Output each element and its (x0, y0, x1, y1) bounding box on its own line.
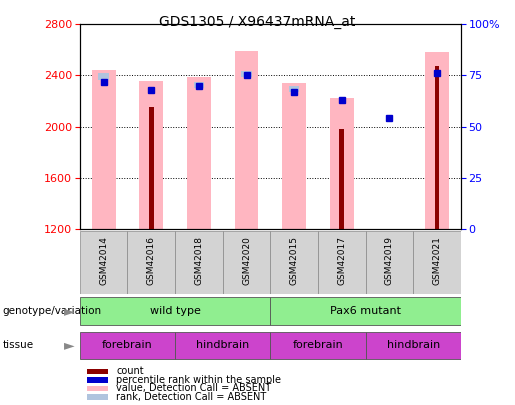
Text: hindbrain: hindbrain (196, 340, 249, 350)
Bar (80, 231, 128, 294)
Text: GDS1305 / X96437mRNA_at: GDS1305 / X96437mRNA_at (159, 15, 356, 30)
Text: rank, Detection Call = ABSENT: rank, Detection Call = ABSENT (116, 392, 266, 402)
Text: GSM42016: GSM42016 (147, 237, 156, 286)
Text: tissue: tissue (3, 340, 33, 350)
Text: forebrain: forebrain (102, 340, 153, 350)
Bar (92, 70, 115, 229)
Bar (289, 86, 299, 92)
Bar (128, 231, 175, 294)
Text: wild type: wild type (150, 306, 200, 316)
Bar (413, 231, 461, 294)
Text: value, Detection Call = ABSENT: value, Detection Call = ABSENT (116, 384, 271, 393)
Text: GSM42019: GSM42019 (385, 237, 394, 286)
Bar (80, 332, 175, 359)
Bar (88, 386, 108, 391)
Bar (270, 332, 366, 359)
Text: genotype/variation: genotype/variation (3, 306, 101, 316)
Bar (88, 377, 108, 383)
Bar (242, 71, 252, 77)
Bar (194, 81, 204, 88)
Bar (140, 81, 163, 229)
Bar (330, 98, 354, 229)
Bar (339, 129, 344, 229)
Bar (222, 231, 270, 294)
Text: GSM42015: GSM42015 (290, 237, 299, 286)
Bar (98, 73, 109, 79)
Bar (88, 394, 108, 399)
Bar (175, 231, 222, 294)
Text: GSM42021: GSM42021 (433, 237, 441, 286)
Text: GSM42014: GSM42014 (99, 237, 108, 286)
Bar (366, 231, 413, 294)
Bar (270, 297, 461, 324)
Bar (175, 332, 270, 359)
Bar (366, 332, 461, 359)
Text: GSM42017: GSM42017 (337, 237, 346, 286)
Bar (435, 66, 439, 229)
Bar (318, 231, 366, 294)
Bar (187, 77, 211, 229)
Bar (80, 297, 270, 324)
Text: hindbrain: hindbrain (387, 340, 440, 350)
Text: count: count (116, 367, 144, 376)
Bar (282, 83, 306, 229)
Text: GSM42018: GSM42018 (195, 237, 203, 286)
Text: GSM42020: GSM42020 (242, 237, 251, 286)
Bar (270, 231, 318, 294)
Bar (425, 52, 449, 229)
Bar (149, 107, 153, 229)
Text: ►: ► (64, 304, 75, 318)
Text: Pax6 mutant: Pax6 mutant (330, 306, 401, 316)
Text: ►: ► (64, 338, 75, 352)
Text: percentile rank within the sample: percentile rank within the sample (116, 375, 281, 385)
Text: forebrain: forebrain (293, 340, 344, 350)
Bar (88, 369, 108, 374)
Bar (235, 51, 259, 229)
